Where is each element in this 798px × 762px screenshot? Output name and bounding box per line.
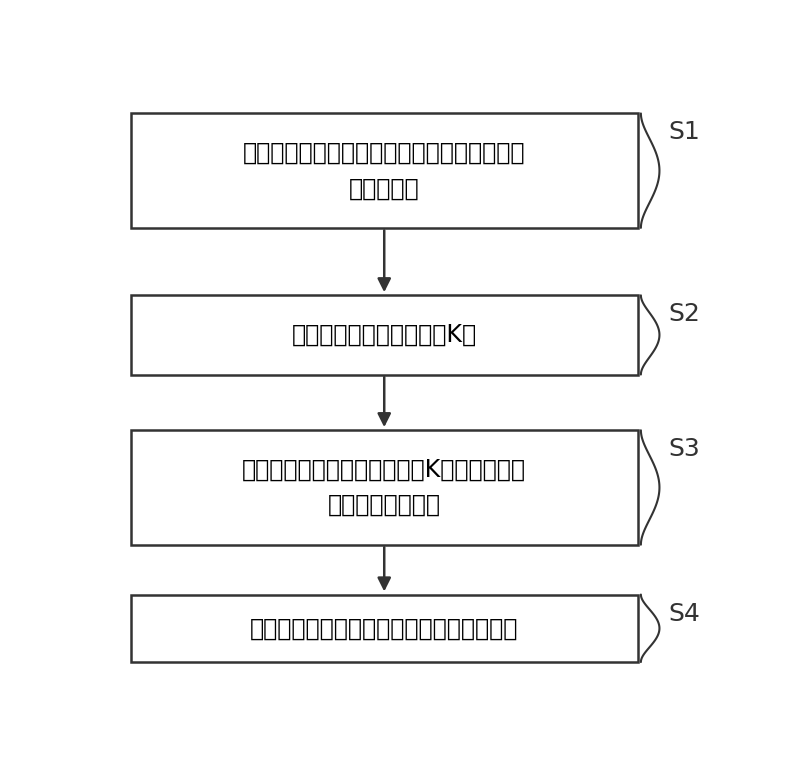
Text: 获取多个时间序列并提取每一个时间序列对应
的特征向量: 获取多个时间序列并提取每一个时间序列对应 的特征向量 bbox=[243, 141, 526, 200]
Text: 获取多个特征向量的聚类K值: 获取多个特征向量的聚类K值 bbox=[292, 323, 476, 347]
Bar bbox=[131, 431, 638, 545]
Bar bbox=[131, 114, 638, 228]
Text: 利用预设聚类算法和所述聚类K值对多个所述
特征向量进行聚类: 利用预设聚类算法和所述聚类K值对多个所述 特征向量进行聚类 bbox=[243, 458, 526, 517]
Text: S2: S2 bbox=[669, 303, 701, 326]
Text: S1: S1 bbox=[669, 120, 701, 145]
Text: S4: S4 bbox=[669, 602, 701, 626]
Text: S3: S3 bbox=[669, 437, 701, 461]
Bar bbox=[131, 594, 638, 662]
Text: 根据聚类结果对所述多个时间序列进行聚类: 根据聚类结果对所述多个时间序列进行聚类 bbox=[250, 616, 519, 640]
Bar bbox=[131, 296, 638, 375]
